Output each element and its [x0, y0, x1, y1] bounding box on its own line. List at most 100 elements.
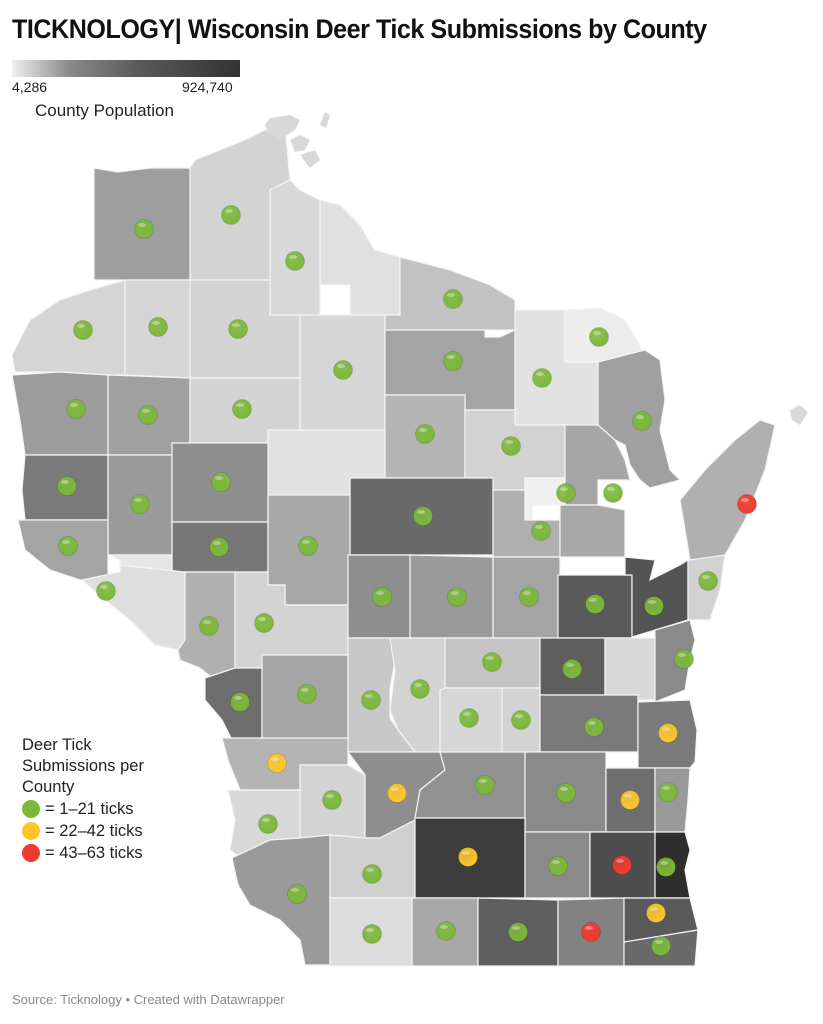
- green-tick-marker[interactable]: [443, 289, 463, 309]
- marker-highlight: [648, 600, 656, 604]
- green-tick-marker[interactable]: [508, 922, 528, 942]
- source-footer: Source: Ticknology • Created with Datawr…: [12, 992, 285, 1007]
- green-tick-marker[interactable]: [230, 692, 250, 712]
- marker-highlight: [262, 818, 270, 822]
- marker-highlight: [134, 498, 142, 502]
- legend-item-high: = 43–63 ticks: [22, 842, 182, 864]
- marker-highlight: [62, 540, 70, 544]
- green-tick-marker[interactable]: [556, 483, 576, 503]
- green-tick-marker[interactable]: [656, 857, 676, 877]
- green-tick-marker[interactable]: [66, 399, 86, 419]
- red-tick-marker[interactable]: [612, 855, 632, 875]
- green-tick-marker[interactable]: [443, 351, 463, 371]
- green-tick-marker[interactable]: [584, 717, 604, 737]
- green-tick-marker[interactable]: [531, 521, 551, 541]
- green-tick-marker[interactable]: [415, 424, 435, 444]
- green-tick-marker[interactable]: [228, 319, 248, 339]
- green-tick-marker[interactable]: [221, 205, 241, 225]
- green-tick-marker[interactable]: [589, 327, 609, 347]
- green-tick-marker[interactable]: [482, 652, 502, 672]
- green-tick-marker[interactable]: [651, 936, 671, 956]
- green-tick-marker[interactable]: [96, 581, 116, 601]
- green-tick-marker[interactable]: [562, 659, 582, 679]
- population-scale-max: 924,740: [182, 79, 233, 95]
- green-tick-marker[interactable]: [209, 537, 229, 557]
- green-tick-marker[interactable]: [372, 587, 392, 607]
- green-tick-marker[interactable]: [73, 320, 93, 340]
- marker-highlight: [365, 694, 373, 698]
- green-tick-marker[interactable]: [333, 360, 353, 380]
- green-tick-marker[interactable]: [585, 594, 605, 614]
- county-region[interactable]: [231, 834, 331, 966]
- green-tick-marker[interactable]: [362, 864, 382, 884]
- red-tick-marker[interactable]: [737, 494, 757, 514]
- green-tick-marker[interactable]: [287, 884, 307, 904]
- green-tick-marker[interactable]: [413, 506, 433, 526]
- green-tick-marker[interactable]: [459, 708, 479, 728]
- green-tick-marker[interactable]: [532, 368, 552, 388]
- green-tick-marker[interactable]: [322, 790, 342, 810]
- marker-highlight: [142, 409, 150, 413]
- green-tick-marker[interactable]: [138, 405, 158, 425]
- marker-highlight: [486, 656, 494, 660]
- green-tick-marker[interactable]: [211, 472, 231, 492]
- population-scale-min: 4,286: [12, 79, 48, 95]
- green-tick-marker[interactable]: [447, 587, 467, 607]
- county-region[interactable]: [319, 199, 401, 316]
- marker-highlight: [302, 540, 310, 544]
- green-tick-marker[interactable]: [658, 782, 678, 802]
- county-region[interactable]: [604, 637, 656, 701]
- green-tick-marker[interactable]: [285, 251, 305, 271]
- green-tick-marker[interactable]: [232, 399, 252, 419]
- county-region[interactable]: [559, 504, 626, 558]
- green-tick-marker[interactable]: [362, 924, 382, 944]
- county-region[interactable]: [269, 179, 321, 316]
- marker-highlight: [662, 727, 670, 731]
- green-tick-marker[interactable]: [511, 710, 531, 730]
- tick-markers-layer: [57, 205, 757, 956]
- green-tick-marker[interactable]: [603, 483, 623, 503]
- green-tick-marker[interactable]: [501, 436, 521, 456]
- county-region[interactable]: [11, 279, 126, 376]
- green-tick-marker[interactable]: [58, 536, 78, 556]
- legend-label-low: = 1–21 ticks: [45, 799, 134, 818]
- county-region[interactable]: [11, 371, 109, 456]
- green-tick-marker[interactable]: [632, 411, 652, 431]
- marker-highlight: [138, 223, 146, 227]
- yellow-tick-marker[interactable]: [458, 847, 478, 867]
- green-tick-marker[interactable]: [410, 679, 430, 699]
- marker-highlight: [61, 480, 69, 484]
- green-tick-marker[interactable]: [148, 317, 168, 337]
- green-tick-marker[interactable]: [134, 219, 154, 239]
- green-tick-marker[interactable]: [519, 587, 539, 607]
- island-shape: [265, 115, 300, 140]
- county-region[interactable]: [80, 564, 186, 651]
- marker-highlight: [515, 714, 523, 718]
- green-tick-marker[interactable]: [556, 783, 576, 803]
- green-tick-marker[interactable]: [436, 921, 456, 941]
- yellow-tick-marker[interactable]: [658, 723, 678, 743]
- yellow-tick-marker[interactable]: [620, 790, 640, 810]
- marker-highlight: [607, 487, 615, 491]
- green-tick-marker[interactable]: [258, 814, 278, 834]
- green-tick-marker[interactable]: [297, 684, 317, 704]
- green-tick-marker[interactable]: [130, 494, 150, 514]
- marker-highlight: [366, 868, 374, 872]
- green-tick-marker[interactable]: [548, 856, 568, 876]
- green-tick-marker[interactable]: [698, 571, 718, 591]
- green-tick-marker[interactable]: [361, 690, 381, 710]
- green-tick-marker[interactable]: [644, 596, 664, 616]
- green-tick-marker[interactable]: [57, 476, 77, 496]
- county-region[interactable]: [679, 419, 776, 561]
- green-tick-marker[interactable]: [254, 613, 274, 633]
- green-tick-marker[interactable]: [298, 536, 318, 556]
- yellow-tick-marker[interactable]: [387, 783, 407, 803]
- green-tick-marker[interactable]: [475, 775, 495, 795]
- red-tick-marker[interactable]: [581, 922, 601, 942]
- marker-highlight: [271, 757, 279, 761]
- yellow-tick-marker[interactable]: [267, 753, 287, 773]
- green-tick-marker[interactable]: [674, 649, 694, 669]
- yellow-tick-marker[interactable]: [646, 903, 666, 923]
- green-tick-marker[interactable]: [199, 616, 219, 636]
